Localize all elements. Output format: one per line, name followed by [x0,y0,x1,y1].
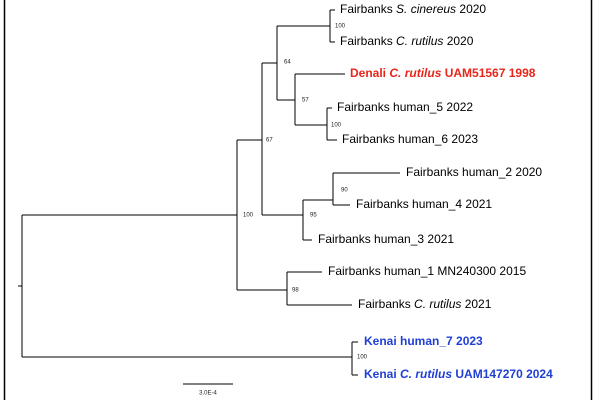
label-part: Fairbanks human_4 2021 [356,197,492,211]
branches [18,9,400,385]
label-part: C. rutilus [389,66,441,80]
leaf-label: Kenai C. rutilus UAM147270 2024 [364,367,553,381]
label-part: C. rutilus [400,367,452,381]
bootstrap-value: 100 [243,213,254,219]
label-part: Kenai human_7 2023 [364,334,483,348]
bootstrap-value: 98 [292,288,299,294]
bootstrap-value: 90 [341,188,348,194]
label-part: Fairbanks human_1 MN240300 2015 [328,264,526,278]
leaf-label: Kenai human_7 2023 [364,334,483,348]
leaf-label: Fairbanks C. rutilus 2021 [358,297,492,311]
leaf-label: Fairbanks human_1 MN240300 2015 [328,264,526,278]
label-part: UAM51567 1998 [441,66,535,80]
label-part: 2020 [443,34,473,48]
label-part: C. rutilus [414,297,461,311]
label-part: Fairbanks [358,297,414,311]
label-part: Kenai [364,367,400,381]
bootstrap-value: 100 [335,24,346,30]
label-part: 2021 [461,297,491,311]
label-part: Denali [350,66,389,80]
bootstrap-value: 57 [302,98,309,104]
leaf-label: Fairbanks C. rutilus 2020 [340,34,474,48]
label-part: Fairbanks [340,34,396,48]
leaf-label: Fairbanks human_4 2021 [356,197,492,211]
label-part: Fairbanks human_2 2020 [406,165,542,179]
leaf-label: Fairbanks S. cinereus 2020 [340,2,486,16]
leaf-label: Denali C. rutilus UAM51567 1998 [350,66,536,80]
label-part: 2020 [456,2,486,16]
leaf-label: Fairbanks human_2 2020 [406,165,542,179]
bootstrap-value: 67 [266,138,273,144]
bootstrap-value: 100 [357,355,368,361]
bootstrap-value: 100 [331,123,342,129]
label-part: Fairbanks human_6 2023 [342,132,478,146]
frame [3,0,593,400]
label-part: Fairbanks [340,2,396,16]
label-part: Fairbanks human_3 2021 [318,232,454,246]
leaf-label: Fairbanks human_6 2023 [342,132,478,146]
scale-label: 3.0E-4 [199,391,217,397]
bootstrap-value: 64 [284,60,291,66]
label-part: C. rutilus [396,34,443,48]
label-part: Fairbanks human_5 2022 [337,100,473,114]
leaf-label: Fairbanks human_5 2022 [337,100,473,114]
label-part: S. cinereus [396,2,456,16]
label-part: UAM147270 2024 [452,367,553,381]
leaf-label: Fairbanks human_3 2021 [318,232,454,246]
bootstrap-value: 95 [310,213,317,219]
